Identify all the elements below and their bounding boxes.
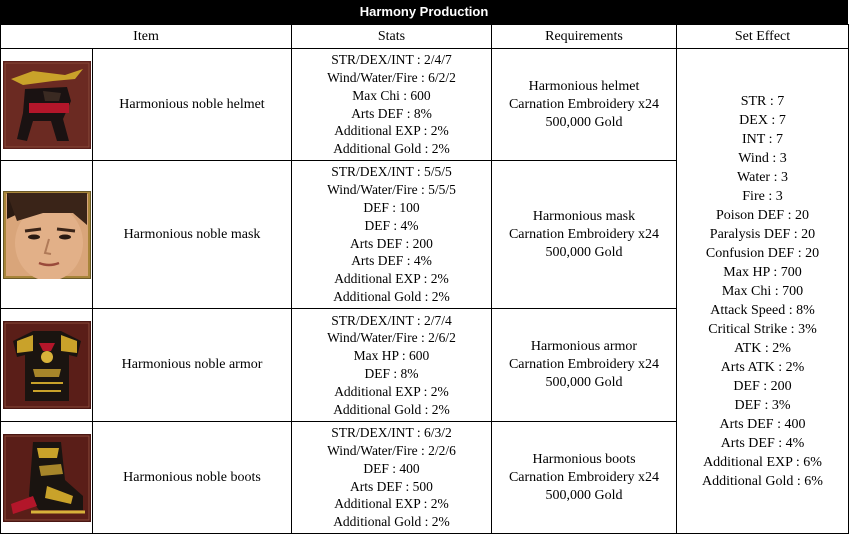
requirement-line: Harmonious helmet bbox=[528, 78, 640, 94]
set-effect-line: STR : 7 bbox=[740, 93, 785, 109]
set-effect-line: Poison DEF : 20 bbox=[716, 207, 809, 223]
item-image-cell bbox=[0, 308, 93, 422]
item-name: Harmonious noble boots bbox=[92, 421, 292, 534]
table-row: Harmonious noble boots STR/DEX/INT : 6/3… bbox=[0, 421, 849, 534]
stat-line: Additional Gold : 2% bbox=[333, 141, 450, 157]
item-image-cell bbox=[0, 421, 93, 534]
stat-line: Additional Gold : 2% bbox=[333, 514, 450, 530]
set-effect-line: Arts DEF : 4% bbox=[720, 435, 805, 451]
stat-line: Wind/Water/Fire : 6/2/2 bbox=[327, 69, 456, 85]
set-effect-line: Confusion DEF : 20 bbox=[705, 245, 820, 261]
requirement-line: Harmonious boots bbox=[532, 451, 636, 467]
set-effect-line: Additional Gold : 6% bbox=[702, 473, 823, 489]
requirement-line: 500,000 Gold bbox=[545, 244, 623, 260]
stat-line: DEF : 4% bbox=[364, 217, 419, 233]
header-stats: Stats bbox=[291, 24, 492, 49]
item-name: Harmonious noble mask bbox=[92, 160, 292, 309]
requirement-line: 500,000 Gold bbox=[545, 375, 623, 390]
set-effect-line: DEF : 3% bbox=[734, 397, 791, 413]
armor-icon bbox=[3, 321, 91, 409]
table-row: Harmonious noble armor STR/DEX/INT : 2/7… bbox=[0, 308, 849, 422]
mask-icon bbox=[3, 190, 91, 279]
stat-line: STR/DEX/INT : 2/4/7 bbox=[331, 52, 452, 68]
stat-line: STR/DEX/INT : 2/7/4 bbox=[331, 312, 452, 328]
header-set-effect: Set Effect bbox=[676, 24, 849, 49]
set-effect-line: DEF : 200 bbox=[733, 378, 792, 394]
item-name: Harmonious noble armor bbox=[92, 308, 292, 422]
header-item: Item bbox=[0, 24, 292, 49]
requirement-line: Harmonious mask bbox=[532, 208, 636, 224]
stat-line: Max Chi : 600 bbox=[352, 87, 431, 103]
item-image-cell bbox=[0, 48, 93, 161]
stat-line: Additional EXP : 2% bbox=[334, 496, 449, 512]
requirement-line: 500,000 Gold bbox=[545, 114, 623, 130]
stat-line: Arts DEF : 200 bbox=[350, 235, 433, 251]
stat-line: Additional EXP : 2% bbox=[334, 383, 449, 399]
set-effect-line: DEX : 7 bbox=[739, 112, 786, 128]
set-effect-cell: STR : 7 DEX : 7 INT : 7 Wind : 3 Water :… bbox=[676, 48, 849, 534]
requirements-cell: Harmonious helmet Carnation Embroidery x… bbox=[491, 48, 677, 161]
stats-cell: STR/DEX/INT : 2/4/7 Wind/Water/Fire : 6/… bbox=[291, 48, 492, 161]
stat-line: DEF : 8% bbox=[364, 366, 419, 381]
set-effect-line: INT : 7 bbox=[742, 131, 783, 147]
stats-cell: STR/DEX/INT : 5/5/5 Wind/Water/Fire : 5/… bbox=[291, 160, 492, 309]
stat-line: DEF : 100 bbox=[363, 199, 420, 215]
stats-cell: STR/DEX/INT : 2/7/4 Wind/Water/Fire : 2/… bbox=[291, 308, 492, 422]
header-requirements: Requirements bbox=[491, 24, 677, 49]
stat-line: Additional EXP : 2% bbox=[334, 123, 449, 139]
set-effect-line: Water : 3 bbox=[737, 169, 788, 185]
requirement-line: Harmonious armor bbox=[530, 339, 638, 354]
production-table: Item Stats Requirements Set Effect Harmo… bbox=[0, 24, 849, 534]
set-effect-line: Max Chi : 700 bbox=[721, 283, 804, 299]
set-effect-line: Critical Strike : 3% bbox=[708, 321, 817, 337]
table-header-row: Item Stats Requirements Set Effect bbox=[0, 24, 849, 49]
requirement-line: Carnation Embroidery x24 bbox=[508, 357, 660, 372]
stat-line: Wind/Water/Fire : 2/6/2 bbox=[327, 330, 456, 346]
stats-cell: STR/DEX/INT : 6/3/2 Wind/Water/Fire : 2/… bbox=[291, 421, 492, 534]
set-effect-line: Fire : 3 bbox=[742, 188, 783, 204]
set-effect-line: ATK : 2% bbox=[734, 340, 791, 356]
stat-line: Arts DEF : 4% bbox=[351, 253, 432, 269]
set-effect-line: Additional EXP : 6% bbox=[703, 454, 822, 470]
item-image-cell bbox=[0, 160, 93, 309]
requirement-line: Carnation Embroidery x24 bbox=[508, 226, 660, 242]
requirements-cell: Harmonious boots Carnation Embroidery x2… bbox=[491, 421, 677, 534]
stat-line: Wind/Water/Fire : 2/2/6 bbox=[327, 442, 456, 458]
page-title: Harmony Production bbox=[0, 0, 848, 24]
boots-icon bbox=[3, 433, 91, 522]
stat-line: Arts DEF : 500 bbox=[350, 478, 433, 494]
set-effect-line: Max HP : 700 bbox=[723, 264, 802, 280]
set-effect-line: Arts DEF : 400 bbox=[719, 416, 806, 432]
stat-line: Additional Gold : 2% bbox=[333, 288, 450, 304]
table-row: Harmonious noble helmet STR/DEX/INT : 2/… bbox=[0, 48, 849, 534]
table-row: Harmonious noble mask STR/DEX/INT : 5/5/… bbox=[0, 160, 849, 309]
set-effect-line: Wind : 3 bbox=[738, 150, 787, 166]
set-effect-line: Attack Speed : 8% bbox=[710, 302, 815, 318]
set-effect-line: Arts ATK : 2% bbox=[720, 359, 805, 375]
stat-line: Arts DEF : 8% bbox=[351, 105, 432, 121]
requirement-line: Carnation Embroidery x24 bbox=[508, 96, 660, 112]
stat-line: Wind/Water/Fire : 5/5/5 bbox=[327, 182, 456, 198]
requirement-line: 500,000 Gold bbox=[545, 487, 623, 503]
requirements-cell: Harmonious armor Carnation Embroidery x2… bbox=[491, 308, 677, 422]
stat-line: Additional Gold : 2% bbox=[333, 401, 450, 417]
set-effect-line: Paralysis DEF : 20 bbox=[709, 226, 816, 242]
helmet-icon bbox=[3, 60, 91, 149]
stat-line: DEF : 400 bbox=[363, 460, 420, 476]
stat-line: Max HP : 600 bbox=[353, 348, 430, 364]
stat-line: Additional EXP : 2% bbox=[334, 271, 449, 287]
requirement-line: Carnation Embroidery x24 bbox=[508, 469, 660, 485]
stat-line: STR/DEX/INT : 6/3/2 bbox=[331, 425, 452, 441]
stat-line: STR/DEX/INT : 5/5/5 bbox=[331, 164, 452, 180]
requirements-cell: Harmonious mask Carnation Embroidery x24… bbox=[491, 160, 677, 309]
item-name: Harmonious noble helmet bbox=[92, 48, 292, 161]
